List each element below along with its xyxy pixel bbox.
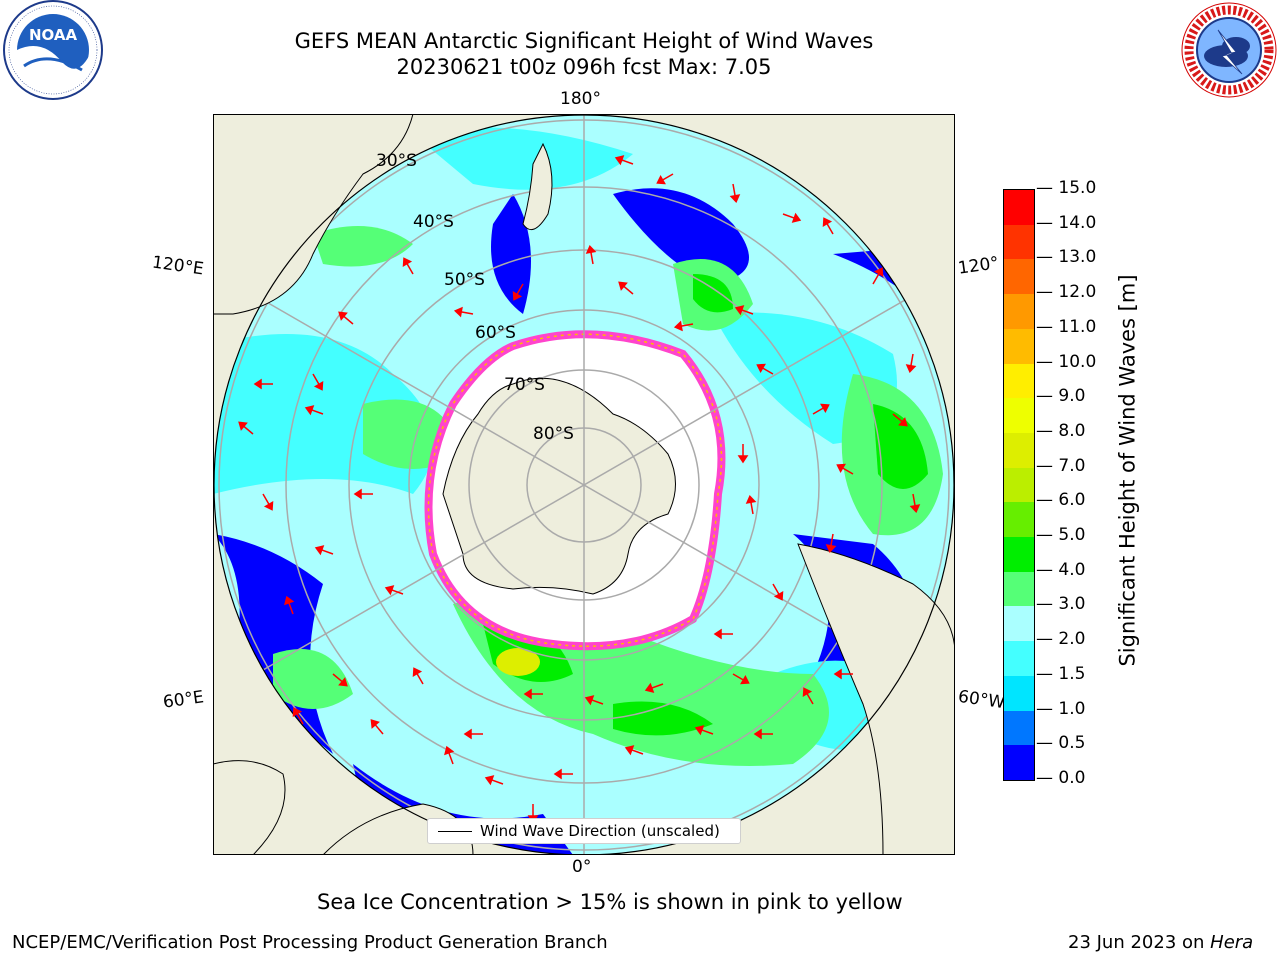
lon-label-180: 180° [560,89,601,109]
colorbar-tick-label: — 3.0 [1036,594,1086,615]
nws-logo [1181,2,1277,98]
colorbar-tick-label: — 7.0 [1036,455,1086,476]
lon-label-120e: 120°E [150,252,205,280]
colorbar-tick-label: — 15.0 [1036,178,1097,198]
colorbar-tick-label: — 0.5 [1036,733,1086,754]
new-zealand-landmass [522,142,553,231]
lat-label-80s: 80°S [533,424,574,444]
colorbar-swatch [1004,710,1034,746]
svg-text:NOAA: NOAA [29,26,78,44]
map-frame [213,114,955,855]
noaa-logo: NOAA [3,0,103,100]
colorbar-tick-label: — 1.5 [1036,663,1086,684]
lon-label-0: 0° [572,857,592,877]
footer-date: 23 Jun 2023 on Hera [1068,932,1253,953]
colorbar-swatch [1004,467,1034,503]
colorbar-swatch [1004,328,1034,364]
map-title: GEFS MEAN Antarctic Significant Height o… [294,29,874,53]
lat-label-70s: 70°S [504,375,545,395]
legend-line-swatch [438,830,472,832]
colorbar-tick-label: — 6.0 [1036,490,1086,511]
colorbar [1003,189,1035,781]
sea-ice-note: Sea Ice Concentration > 15% is shown in … [317,890,903,914]
colorbar-tick-label: — 4.0 [1036,559,1086,580]
colorbar-tick-label: — 14.0 [1036,212,1097,233]
lat-label-50s: 50°S [444,270,485,290]
lon-label-120w: 120° [956,253,1001,279]
colorbar-ticks: — 0.0 — 0.5 — 1.0 — 1.5 — 2.0 — 3.0 — 4.0 — 5.0… [1036,178,1106,788]
colorbar-tick-label: — 11.0 [1036,316,1097,337]
south-america-landmass [797,543,955,855]
colorbar-swatch [1004,571,1034,607]
colorbar-tick-label: — 13.0 [1036,247,1097,268]
footer-machine: Hera [1210,932,1254,953]
lat-label-40s: 40°S [413,212,454,232]
colorbar-tick-label: — 8.0 [1036,420,1086,441]
wind-wave-arrows [238,155,921,824]
colorbar-tick-label: — 0.0 [1036,768,1086,788]
colorbar-swatch [1004,259,1034,295]
colorbar-swatch [1004,432,1034,468]
lon-label-60e: 60°E [161,687,206,713]
colorbar-tick-label: — 5.0 [1036,525,1086,546]
footer-date-text: 23 Jun 2023 on [1068,932,1211,953]
colorbar-swatch [1004,606,1034,642]
australia-landmass [213,114,414,315]
colorbar-tick-label: — 12.0 [1036,282,1097,303]
colorbar-swatch [1004,675,1034,711]
lat-label-60s: 60°S [475,323,516,343]
colorbar-swatch [1004,224,1034,260]
colorbar-swatch [1004,641,1034,676]
lon-label-60w: 60°W [956,686,1007,714]
colorbar-swatch [1004,363,1034,399]
lat-label-30s: 30°S [376,151,417,171]
colorbar-tick-label: — 1.0 [1036,698,1086,719]
antarctica-landmass [442,377,676,595]
colorbar-swatch [1004,190,1034,225]
map-legend: Wind Wave Direction (unscaled) [427,818,741,844]
colorbar-label: Significant Height of Wind Waves [m] [1115,274,1140,667]
colorbar-tick-label: — 10.0 [1036,351,1097,372]
colorbar-swatch [1004,537,1034,572]
graticule [218,114,950,855]
colorbar-tick-label: — 2.0 [1036,629,1086,650]
colorbar-swatch [1004,398,1034,433]
colorbar-swatch [1004,745,1034,780]
legend-label: Wind Wave Direction (unscaled) [480,822,720,840]
footer-branch: NCEP/EMC/Verification Post Processing Pr… [12,932,608,953]
colorbar-swatch [1004,294,1034,329]
colorbar-tick-label: — 9.0 [1036,386,1086,407]
madagascar-landmass [213,760,286,855]
polar-map [213,114,955,855]
map-subtitle: 20230621 t00z 096h fcst Max: 7.05 [396,55,772,79]
colorbar-swatch [1004,502,1034,538]
